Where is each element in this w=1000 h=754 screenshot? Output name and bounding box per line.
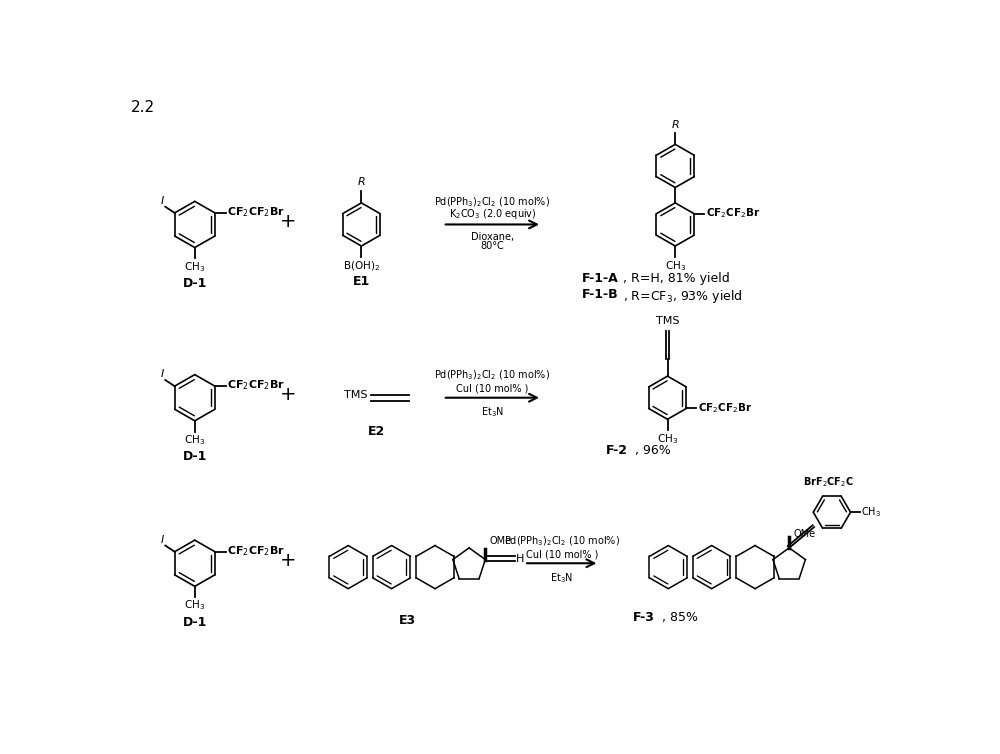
Text: CF$_2$CF$_2$Br: CF$_2$CF$_2$Br	[227, 544, 285, 558]
Text: +: +	[280, 385, 296, 404]
Text: CuI (10 mol% ): CuI (10 mol% )	[526, 550, 598, 559]
Text: I: I	[161, 369, 164, 379]
Text: F-1-B: F-1-B	[582, 287, 619, 301]
Text: TMS: TMS	[656, 316, 679, 326]
Text: E3: E3	[399, 614, 416, 627]
Text: F-1-A: F-1-A	[582, 272, 619, 285]
Text: D-1: D-1	[183, 615, 207, 629]
Text: CH$_3$: CH$_3$	[861, 505, 881, 519]
Text: CF$_2$CF$_2$Br: CF$_2$CF$_2$Br	[698, 401, 752, 415]
Text: R: R	[358, 177, 365, 188]
Text: CuI (10 mol% ): CuI (10 mol% )	[456, 384, 529, 394]
Text: I: I	[161, 535, 164, 545]
Text: CH$_3$: CH$_3$	[657, 432, 678, 446]
Text: Dioxane,: Dioxane,	[471, 232, 514, 242]
Text: H: H	[516, 553, 525, 564]
Text: , R=H, 81% yield: , R=H, 81% yield	[623, 272, 729, 285]
Text: Pd(PPh$_3$)$_2$Cl$_2$ (10 mol%): Pd(PPh$_3$)$_2$Cl$_2$ (10 mol%)	[434, 369, 550, 382]
Text: TMS: TMS	[344, 391, 368, 400]
Text: OMe: OMe	[793, 529, 815, 538]
Text: Pd(PPh$_3$)$_2$Cl$_2$ (10 mol%): Pd(PPh$_3$)$_2$Cl$_2$ (10 mol%)	[504, 535, 620, 548]
Text: Et$_3$N: Et$_3$N	[481, 406, 504, 419]
Text: B(OH)$_2$: B(OH)$_2$	[343, 259, 380, 273]
Text: BrF$_2$CF$_2$C: BrF$_2$CF$_2$C	[803, 475, 853, 489]
Text: CH$_3$: CH$_3$	[184, 433, 205, 447]
Text: 80°C: 80°C	[480, 241, 504, 251]
Text: I: I	[161, 196, 164, 206]
Text: , 85%: , 85%	[662, 611, 698, 624]
Text: Pd(PPh$_3$)$_2$Cl$_2$ (10 mol%): Pd(PPh$_3$)$_2$Cl$_2$ (10 mol%)	[434, 195, 550, 209]
Text: D-1: D-1	[183, 277, 207, 290]
Text: CH$_3$: CH$_3$	[184, 599, 205, 612]
Text: CH$_3$: CH$_3$	[665, 259, 686, 273]
Text: OMe: OMe	[489, 535, 511, 546]
Text: F-3: F-3	[633, 611, 654, 624]
Text: +: +	[280, 550, 296, 570]
Text: CF$_2$CF$_2$Br: CF$_2$CF$_2$Br	[227, 205, 285, 219]
Text: R: R	[672, 120, 680, 130]
Text: +: +	[280, 212, 296, 231]
Text: E2: E2	[368, 425, 386, 438]
Text: Et$_3$N: Et$_3$N	[550, 571, 573, 585]
Text: , R=CF$_3$, 93% yield: , R=CF$_3$, 93% yield	[623, 287, 742, 305]
Text: CF$_2$CF$_2$Br: CF$_2$CF$_2$Br	[227, 379, 285, 392]
Text: F-2: F-2	[606, 444, 628, 457]
Text: 2.2: 2.2	[131, 100, 155, 115]
Text: CF$_2$CF$_2$Br: CF$_2$CF$_2$Br	[706, 206, 760, 220]
Text: , 96%: , 96%	[635, 444, 671, 457]
Text: CH$_3$: CH$_3$	[184, 260, 205, 274]
Text: K$_2$CO$_3$ (2.0 equiv): K$_2$CO$_3$ (2.0 equiv)	[449, 207, 536, 221]
Text: E1: E1	[353, 275, 370, 288]
Text: D-1: D-1	[183, 450, 207, 463]
